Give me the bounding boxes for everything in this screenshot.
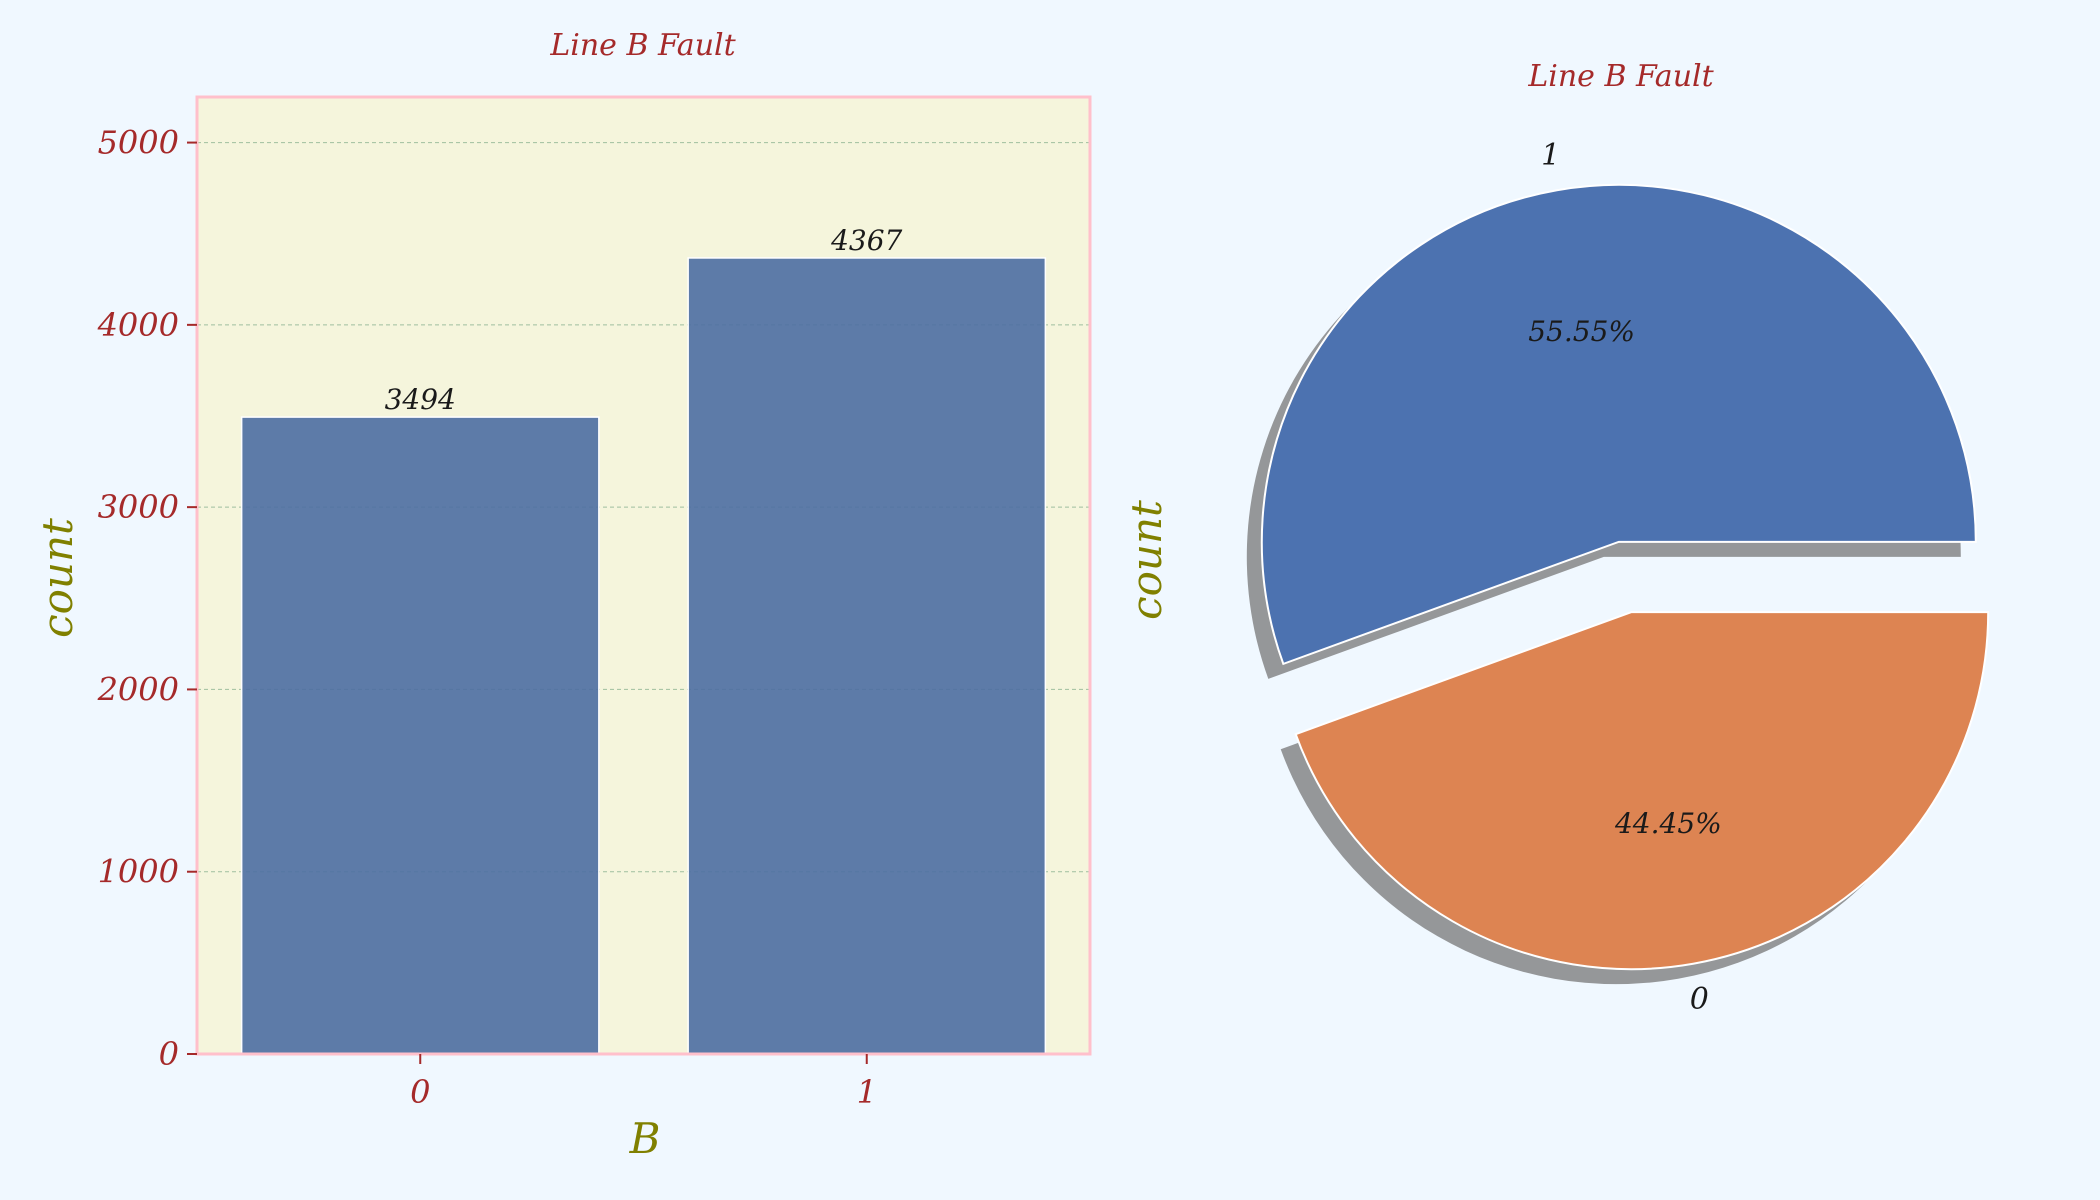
pie-chart-title: Line B Fault xyxy=(1527,59,1714,94)
bar-series: 3494 4367 xyxy=(240,224,1047,1055)
y-tick-label: 4000 xyxy=(97,306,179,344)
bar-chart-title: Line B Fault xyxy=(549,28,736,63)
y-tick-label: 5000 xyxy=(98,124,179,162)
pie-y-axis-label: count xyxy=(1122,500,1171,620)
pie-wedge xyxy=(1260,183,1977,666)
bar-x-axis-label: B xyxy=(629,1114,661,1163)
pie-labels: 55.55% 1 44.45% 0 xyxy=(1528,138,1722,1017)
pie-percent-label: 44.45% xyxy=(1614,807,1722,840)
y-tick-label: 1000 xyxy=(98,853,179,891)
bar xyxy=(687,257,1047,1055)
pie-wedges xyxy=(1260,183,1990,971)
y-tick-label: 2000 xyxy=(97,670,179,708)
bar-value-label: 4367 xyxy=(830,224,902,257)
pie-category-label: 1 xyxy=(1541,138,1560,173)
bar xyxy=(240,416,600,1055)
y-tick-label: 0 xyxy=(159,1035,179,1073)
pie-wedge xyxy=(1294,611,1990,971)
bar-axis-ticks: 0 1000 2000 3000 4000 5000 0 1 xyxy=(97,124,877,1111)
bar-axes-frame xyxy=(195,95,1092,1056)
bar-chart: 3494 4367 0 1000 2000 3000 4000 5000 0 1 Line B … xyxy=(33,28,1092,1163)
bar-y-axis-label: count xyxy=(33,518,82,638)
x-tick-label: 1 xyxy=(857,1073,877,1111)
pie-chart: 55.55% 1 44.45% 0 Line B Fault count xyxy=(1122,59,1990,1017)
x-tick-label: 0 xyxy=(410,1073,430,1111)
pie-percent-label: 55.55% xyxy=(1528,315,1635,348)
y-tick-label: 3000 xyxy=(98,488,179,526)
pie-category-label: 0 xyxy=(1690,982,1709,1017)
bar-value-label: 3494 xyxy=(385,383,456,416)
